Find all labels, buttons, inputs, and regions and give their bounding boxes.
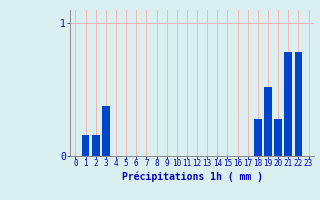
Bar [82,135,89,156]
Bar [254,119,262,156]
Bar [284,52,292,156]
Bar [92,135,100,156]
Bar [295,52,302,156]
Bar [274,119,282,156]
X-axis label: Précipitations 1h ( mm ): Précipitations 1h ( mm ) [122,172,262,182]
Bar [102,106,110,156]
Bar [264,87,272,156]
